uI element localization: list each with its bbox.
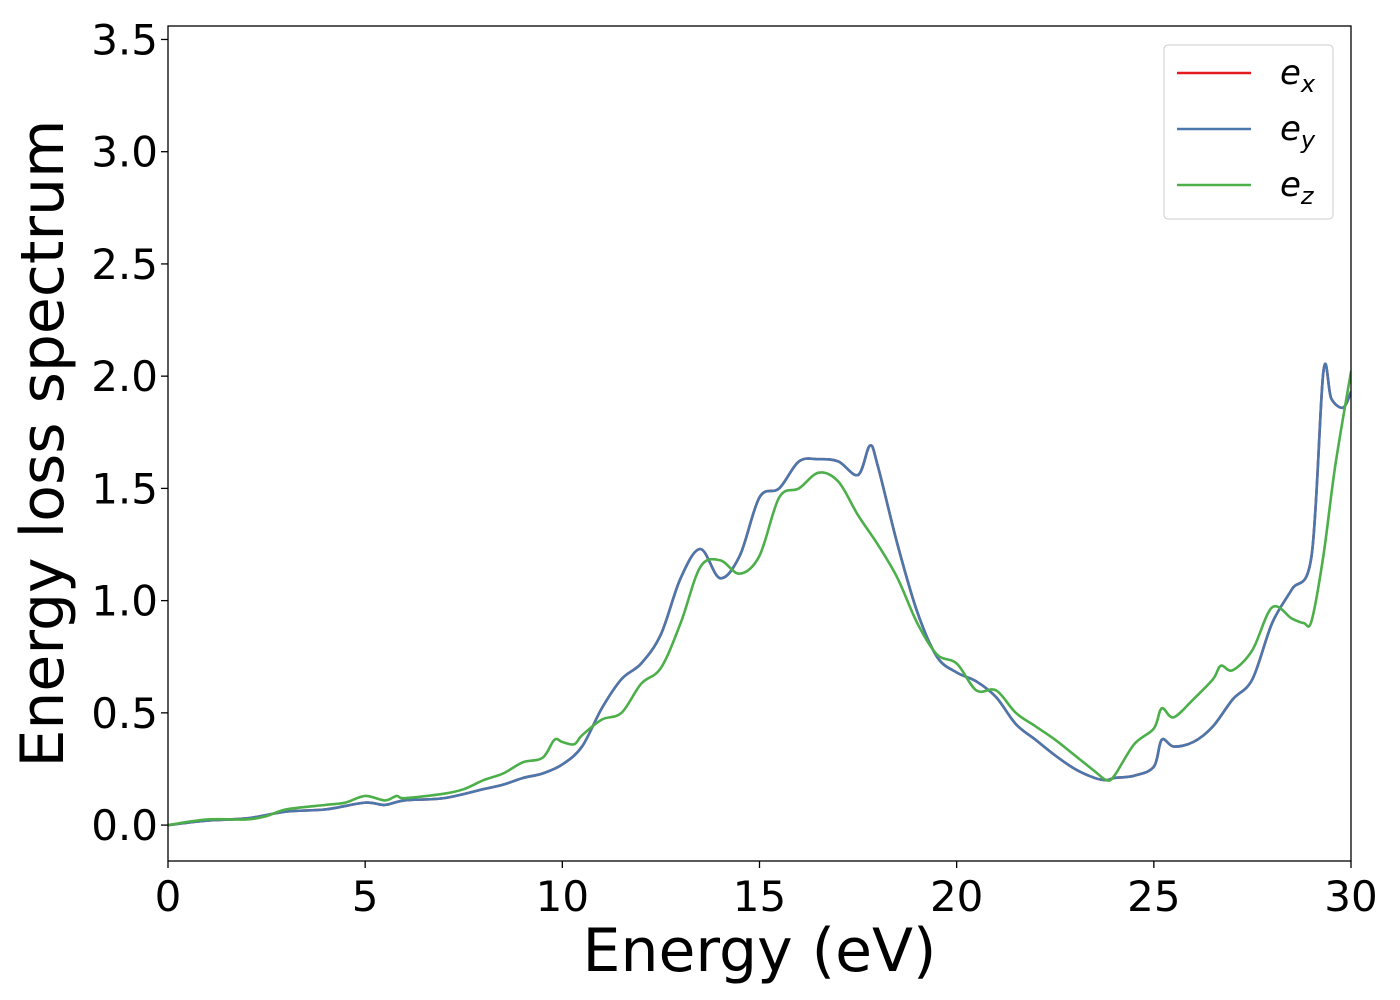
legend-box [1163, 44, 1334, 220]
x-axis: 0 5 10 15 20 25 30 [155, 861, 1378, 921]
legend: ex ey ez [1163, 44, 1334, 220]
x-tick-label: 20 [930, 872, 983, 921]
y-tick-label: 0.5 [91, 689, 158, 738]
series-lines [168, 362, 1351, 827]
y-tick-label: 1.0 [91, 577, 158, 626]
y-tick-label: 1.5 [91, 464, 158, 513]
x-tick-label: 15 [733, 872, 786, 921]
y-tick-label: 2.0 [91, 352, 158, 401]
legend-label-x: ex [1280, 53, 1316, 98]
x-tick-label: 25 [1127, 872, 1180, 921]
y-tick-label: 3.5 [91, 15, 158, 64]
legend-label-z: ez [1280, 165, 1315, 210]
y-axis: 0.0 0.5 1.0 1.5 2.0 2.5 3.0 3.5 [91, 15, 168, 850]
series-line-z [168, 370, 1351, 827]
y-axis-title: Energy loss spectrum [8, 119, 78, 767]
x-tick-label: 0 [155, 872, 182, 921]
y-tick-label: 3.0 [91, 128, 158, 177]
plot-area [167, 25, 1352, 862]
series-line-y [168, 362, 1351, 827]
x-tick-label: 30 [1324, 872, 1377, 921]
x-axis-title: Energy (eV) [583, 916, 937, 986]
x-tick-label: 5 [352, 872, 379, 921]
y-tick-label: 0.0 [91, 801, 158, 850]
legend-label-y: ey [1280, 109, 1316, 154]
y-tick-label: 2.5 [91, 240, 158, 289]
x-tick-label: 10 [536, 872, 589, 921]
